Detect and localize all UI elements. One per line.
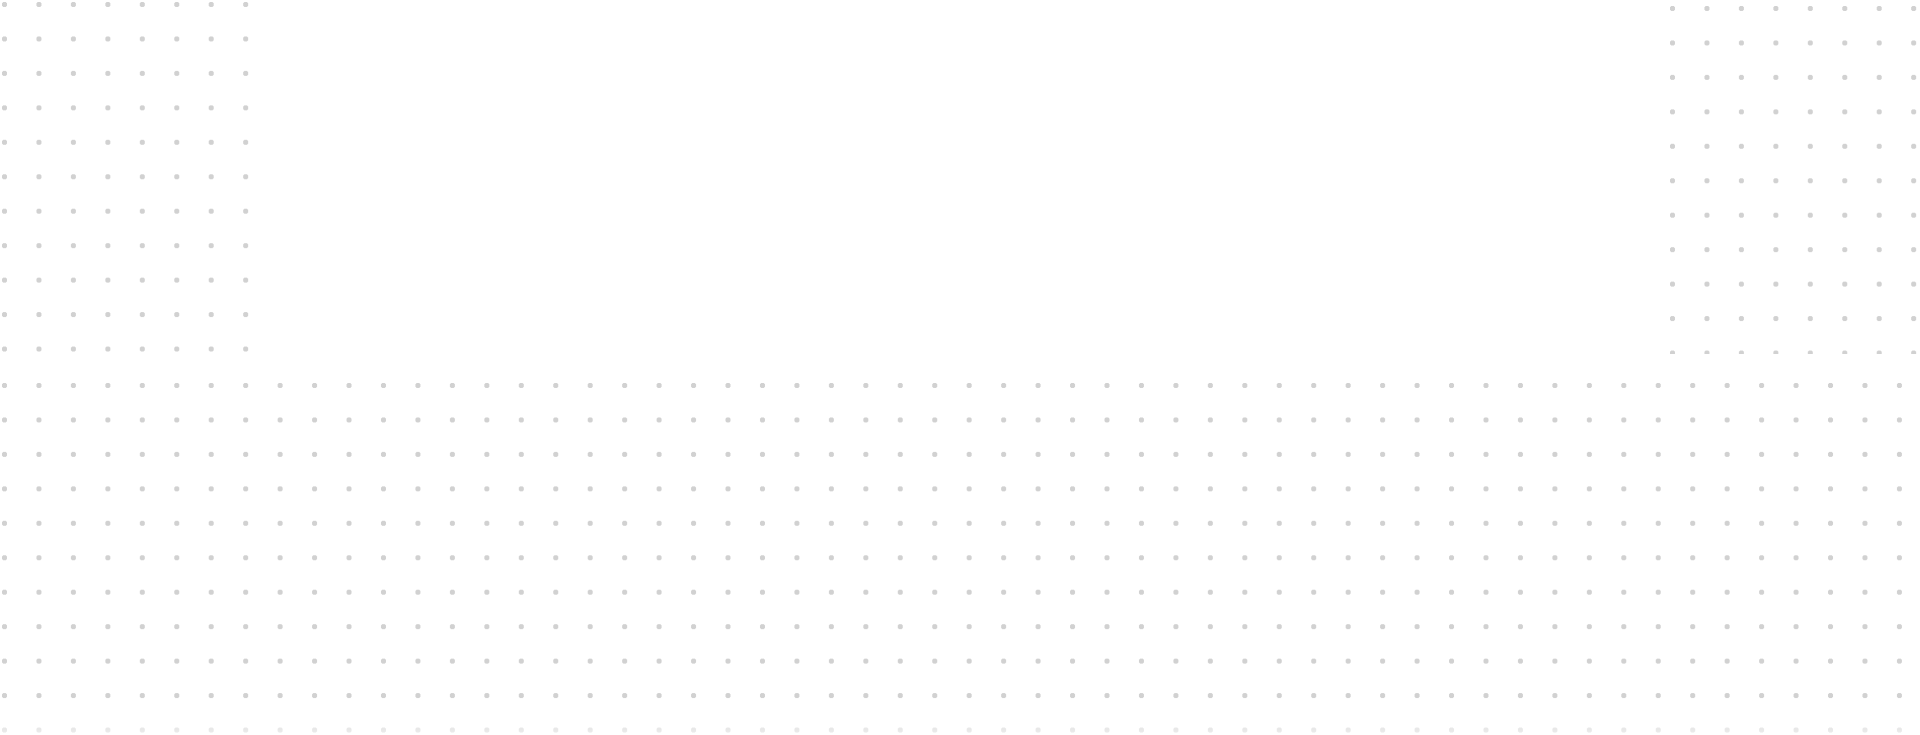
bottom-fade-overlay xyxy=(0,700,1920,735)
dot-pattern-top-left xyxy=(0,0,254,356)
dot-pattern-bottom xyxy=(0,381,1920,735)
dot-pattern-top-right xyxy=(1668,4,1920,354)
